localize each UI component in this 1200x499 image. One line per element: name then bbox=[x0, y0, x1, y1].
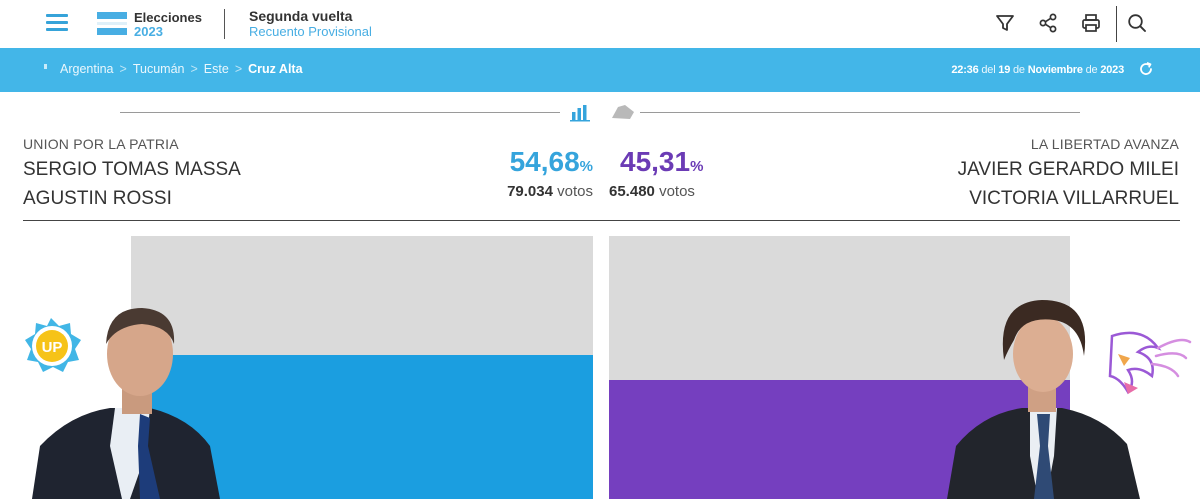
candidate-photo-left: UP bbox=[25, 308, 220, 499]
votes-left: 79.034 votos bbox=[507, 183, 593, 200]
breadcrumb-separator: > bbox=[190, 62, 198, 76]
header-separator bbox=[1116, 6, 1117, 42]
up-party-badge: UP bbox=[25, 318, 81, 372]
breadcrumb-separator: > bbox=[234, 62, 243, 76]
breadcrumb-item-este[interactable]: Este bbox=[203, 62, 229, 76]
svg-text:UP: UP bbox=[42, 339, 63, 356]
breadcrumb: Argentina > Tucumán > Este > Cruz Alta bbox=[60, 62, 303, 76]
candidate-vice-right: VICTORIA VILLARRUEL bbox=[969, 188, 1179, 209]
top-header: Elecciones 2023 Segunda vuelta Recuento … bbox=[0, 0, 1200, 48]
print-icon[interactable] bbox=[1080, 12, 1102, 34]
percentage-right: 45,31% bbox=[620, 146, 704, 177]
divider-line bbox=[120, 112, 560, 113]
candidates-divider bbox=[23, 220, 1180, 221]
result-bar-left bbox=[131, 236, 593, 499]
breadcrumb-item-tucuman[interactable]: Tucumán bbox=[132, 62, 185, 76]
filter-icon[interactable] bbox=[994, 12, 1016, 34]
brand-title: Elecciones bbox=[134, 10, 202, 25]
votes-right: 65.480 votos bbox=[609, 183, 695, 200]
lla-party-logo-icon bbox=[1108, 331, 1192, 395]
refresh-icon[interactable] bbox=[1138, 61, 1154, 77]
round-subtitle: Recuento Provisional bbox=[249, 24, 372, 39]
search-icon[interactable] bbox=[1126, 12, 1148, 34]
breadcrumb-marker bbox=[44, 64, 47, 69]
candidate-president-left: SERGIO TOMAS MASSA bbox=[23, 159, 241, 180]
brand-year: 2023 bbox=[134, 24, 163, 39]
candidate-vice-left: AGUSTIN ROSSI bbox=[23, 188, 172, 209]
last-updated: 22:36 del 19 de Noviembre de 2023 bbox=[951, 64, 1124, 76]
breadcrumb-bar: Argentina > Tucumán > Este > Cruz Alta 22:36 d… bbox=[0, 48, 1200, 92]
breadcrumb-current: Cruz Alta bbox=[248, 62, 303, 76]
candidate-photo-right bbox=[947, 300, 1192, 499]
percentage-left: 54,68% bbox=[509, 146, 593, 177]
breadcrumb-item-argentina[interactable]: Argentina bbox=[60, 62, 114, 76]
round-title: Segunda vuelta bbox=[249, 8, 353, 24]
map-view-icon[interactable] bbox=[610, 102, 636, 122]
party-name-left: UNION POR LA PATRIA bbox=[23, 136, 179, 152]
divider-line bbox=[640, 112, 1080, 113]
hamburger-menu-icon[interactable] bbox=[46, 14, 68, 32]
breadcrumb-separator: > bbox=[119, 62, 127, 76]
party-name-right: LA LIBERTAD AVANZA bbox=[1030, 136, 1179, 152]
argentina-flag-logo bbox=[97, 9, 127, 37]
header-divider bbox=[224, 9, 225, 39]
candidate-president-right: JAVIER GERARDO MILEI bbox=[957, 159, 1179, 180]
bar-chart-view-icon[interactable] bbox=[569, 102, 593, 122]
share-icon[interactable] bbox=[1037, 12, 1059, 34]
